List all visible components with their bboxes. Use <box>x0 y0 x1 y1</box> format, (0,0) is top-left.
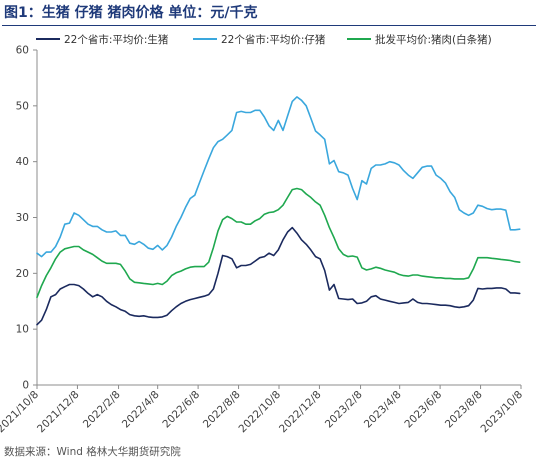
x-tick-label: 2022/4/8 <box>120 389 162 431</box>
x-tick-label: 2023/2/8 <box>323 389 365 431</box>
x-tick-label: 2022/6/8 <box>160 389 202 431</box>
legend-swatch <box>193 38 217 40</box>
y-tick-label: 60 <box>16 45 29 57</box>
x-tick-label: 2022/8/8 <box>201 389 243 431</box>
y-tick-label: 10 <box>16 324 29 336</box>
y-tick-label: 40 <box>16 156 29 168</box>
title-divider <box>2 25 536 26</box>
x-tick-label: 2021/12/8 <box>35 389 82 436</box>
figure-title: 图1：生猪 仔猪 猪肉价格 单位：元/千克 <box>4 5 258 21</box>
series-line-3 <box>36 187 521 299</box>
x-tick-label: 2022/10/8 <box>237 389 284 436</box>
legend-label: 22个省市:平均价:生猪 <box>64 33 169 46</box>
x-tick-label: 2022/12/8 <box>277 389 324 436</box>
chart-legend: 22个省市:平均价:生猪 22个省市:平均价:仔猪 批发平均价:猪肉(白条猪) <box>0 31 538 47</box>
x-tick-label: 2023/10/8 <box>479 389 526 436</box>
source-note: 数据来源：Wind 格林大华期货研究院 <box>4 446 181 458</box>
x-tick-label: 2021/10/8 <box>0 389 41 436</box>
x-tick-label: 2023/4/8 <box>362 389 404 431</box>
y-tick-label: 30 <box>16 212 29 224</box>
y-tick-label: 20 <box>16 268 29 280</box>
y-tick-label: 50 <box>16 100 29 112</box>
x-tick-label: 2022/2/8 <box>81 389 123 431</box>
series-line-1 <box>36 226 521 326</box>
legend-item-2: 22个省市:平均价:仔猪 <box>193 31 325 47</box>
legend-swatch <box>36 38 60 40</box>
legend-swatch <box>347 38 371 40</box>
y-tick-label: 0 <box>22 380 29 392</box>
legend-label: 批发平均价:猪肉(白条猪) <box>375 33 492 46</box>
x-tick-label: 2023/8/8 <box>443 389 485 431</box>
x-tick-label: 2023/6/8 <box>402 389 444 431</box>
series-line-2 <box>36 96 521 258</box>
legend-item-1: 22个省市:平均价:生猪 <box>36 31 168 47</box>
legend-label: 22个省市:平均价:仔猪 <box>221 33 326 46</box>
legend-item-3: 批发平均价:猪肉(白条猪) <box>347 31 492 47</box>
